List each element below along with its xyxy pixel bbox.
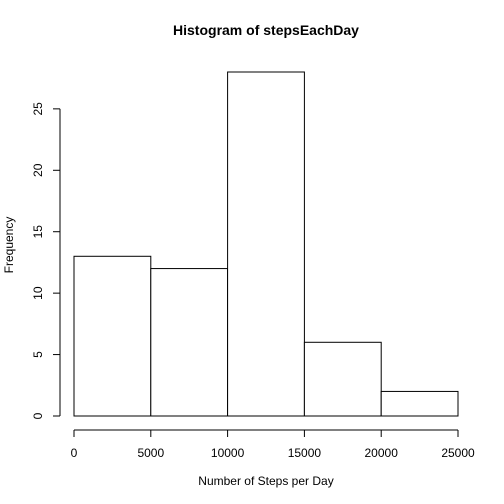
histogram-bar-2 <box>227 71 305 417</box>
x-axis: 0 5000 10000 15000 20000 25000 <box>71 429 475 460</box>
histogram-bar-4 <box>380 390 459 417</box>
x-tick-label: 10000 <box>211 446 245 460</box>
x-tick-label: 0 <box>71 446 78 460</box>
bars-group <box>73 71 459 417</box>
x-tick-label: 20000 <box>365 446 399 460</box>
x-tick-label: 15000 <box>288 446 322 460</box>
y-axis-label: Frequency <box>2 217 16 274</box>
y-tick-label: 5 <box>31 351 45 358</box>
histogram-bar-3 <box>303 341 382 417</box>
y-tick-label: 10 <box>31 286 45 300</box>
x-tick-label: 25000 <box>441 446 475 460</box>
chart-title: Histogram of stepsEachDay <box>173 22 359 38</box>
y-tick-label: 20 <box>31 163 45 177</box>
x-axis-label: Number of Steps per Day <box>198 474 333 488</box>
histogram-bar-0 <box>73 255 152 417</box>
y-tick-label: 15 <box>31 225 45 239</box>
x-tick-label: 5000 <box>137 446 164 460</box>
y-tick-label: 0 <box>31 412 45 419</box>
y-tick-label: 25 <box>31 102 45 116</box>
y-axis: 0 5 10 15 20 25 <box>31 102 61 419</box>
histogram-bar-1 <box>150 268 229 417</box>
